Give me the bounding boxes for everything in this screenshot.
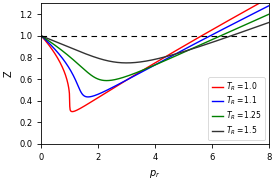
$T_R = 1.25$ xyxy=(40,35,43,37)
Legend: $T_R = 1.0$, $T_R = 1.1$, $T_R = 1.25$, $T_R = 1.5$: $T_R = 1.0$, $T_R = 1.1$, $T_R = 1.25$, … xyxy=(208,77,265,140)
Y-axis label: Z: Z xyxy=(4,70,13,77)
$T_R = 1.25$ xyxy=(119,77,123,79)
$T_R = 1.1$ xyxy=(40,35,43,37)
$T_R = 1.5$ xyxy=(40,35,43,37)
$T_R = 1.0$ xyxy=(256,3,259,5)
Line: $T_R = 1.25$: $T_R = 1.25$ xyxy=(41,14,269,81)
$T_R = 1.25$ xyxy=(167,58,170,60)
$T_R = 1.25$ xyxy=(168,58,171,60)
$T_R = 1.1$ xyxy=(256,10,259,12)
$T_R = 1.5$ xyxy=(119,62,122,64)
$T_R = 1.25$ xyxy=(105,79,108,82)
$T_R = 1.25$ xyxy=(267,13,271,15)
$T_R = 1.0$ xyxy=(119,82,123,85)
X-axis label: $p_r$: $p_r$ xyxy=(149,167,161,180)
Line: $T_R = 1.1$: $T_R = 1.1$ xyxy=(41,6,269,97)
$T_R = 1.25$ xyxy=(256,18,259,20)
$T_R = 1.1$ xyxy=(267,5,271,7)
$T_R = 1.1$ xyxy=(263,7,266,9)
$T_R = 1.5$ xyxy=(167,55,170,57)
$T_R = 1.1$ xyxy=(167,56,170,59)
$T_R = 1.0$ xyxy=(40,35,43,37)
$T_R = 1.1$ xyxy=(119,82,123,84)
$T_R = 1.0$ xyxy=(263,0,266,2)
Line: $T_R = 1.5$: $T_R = 1.5$ xyxy=(41,23,269,63)
$T_R = 1.25$ xyxy=(263,15,266,17)
$T_R = 1.5$ xyxy=(263,23,266,25)
$T_R = 1.0$ xyxy=(167,54,170,56)
$T_R = 1.5$ xyxy=(202,44,205,46)
$T_R = 1.1$ xyxy=(202,38,205,40)
$T_R = 1.0$ xyxy=(71,111,74,113)
$T_R = 1.5$ xyxy=(168,55,171,57)
$T_R = 1.25$ xyxy=(202,42,205,45)
Line: $T_R = 1.0$: $T_R = 1.0$ xyxy=(41,0,269,112)
$T_R = 1.5$ xyxy=(125,62,128,64)
$T_R = 1.5$ xyxy=(256,25,259,27)
$T_R = 1.1$ xyxy=(86,96,90,98)
$T_R = 1.1$ xyxy=(168,56,171,58)
$T_R = 1.0$ xyxy=(168,53,171,55)
$T_R = 1.0$ xyxy=(202,34,205,36)
$T_R = 1.5$ xyxy=(267,21,271,24)
